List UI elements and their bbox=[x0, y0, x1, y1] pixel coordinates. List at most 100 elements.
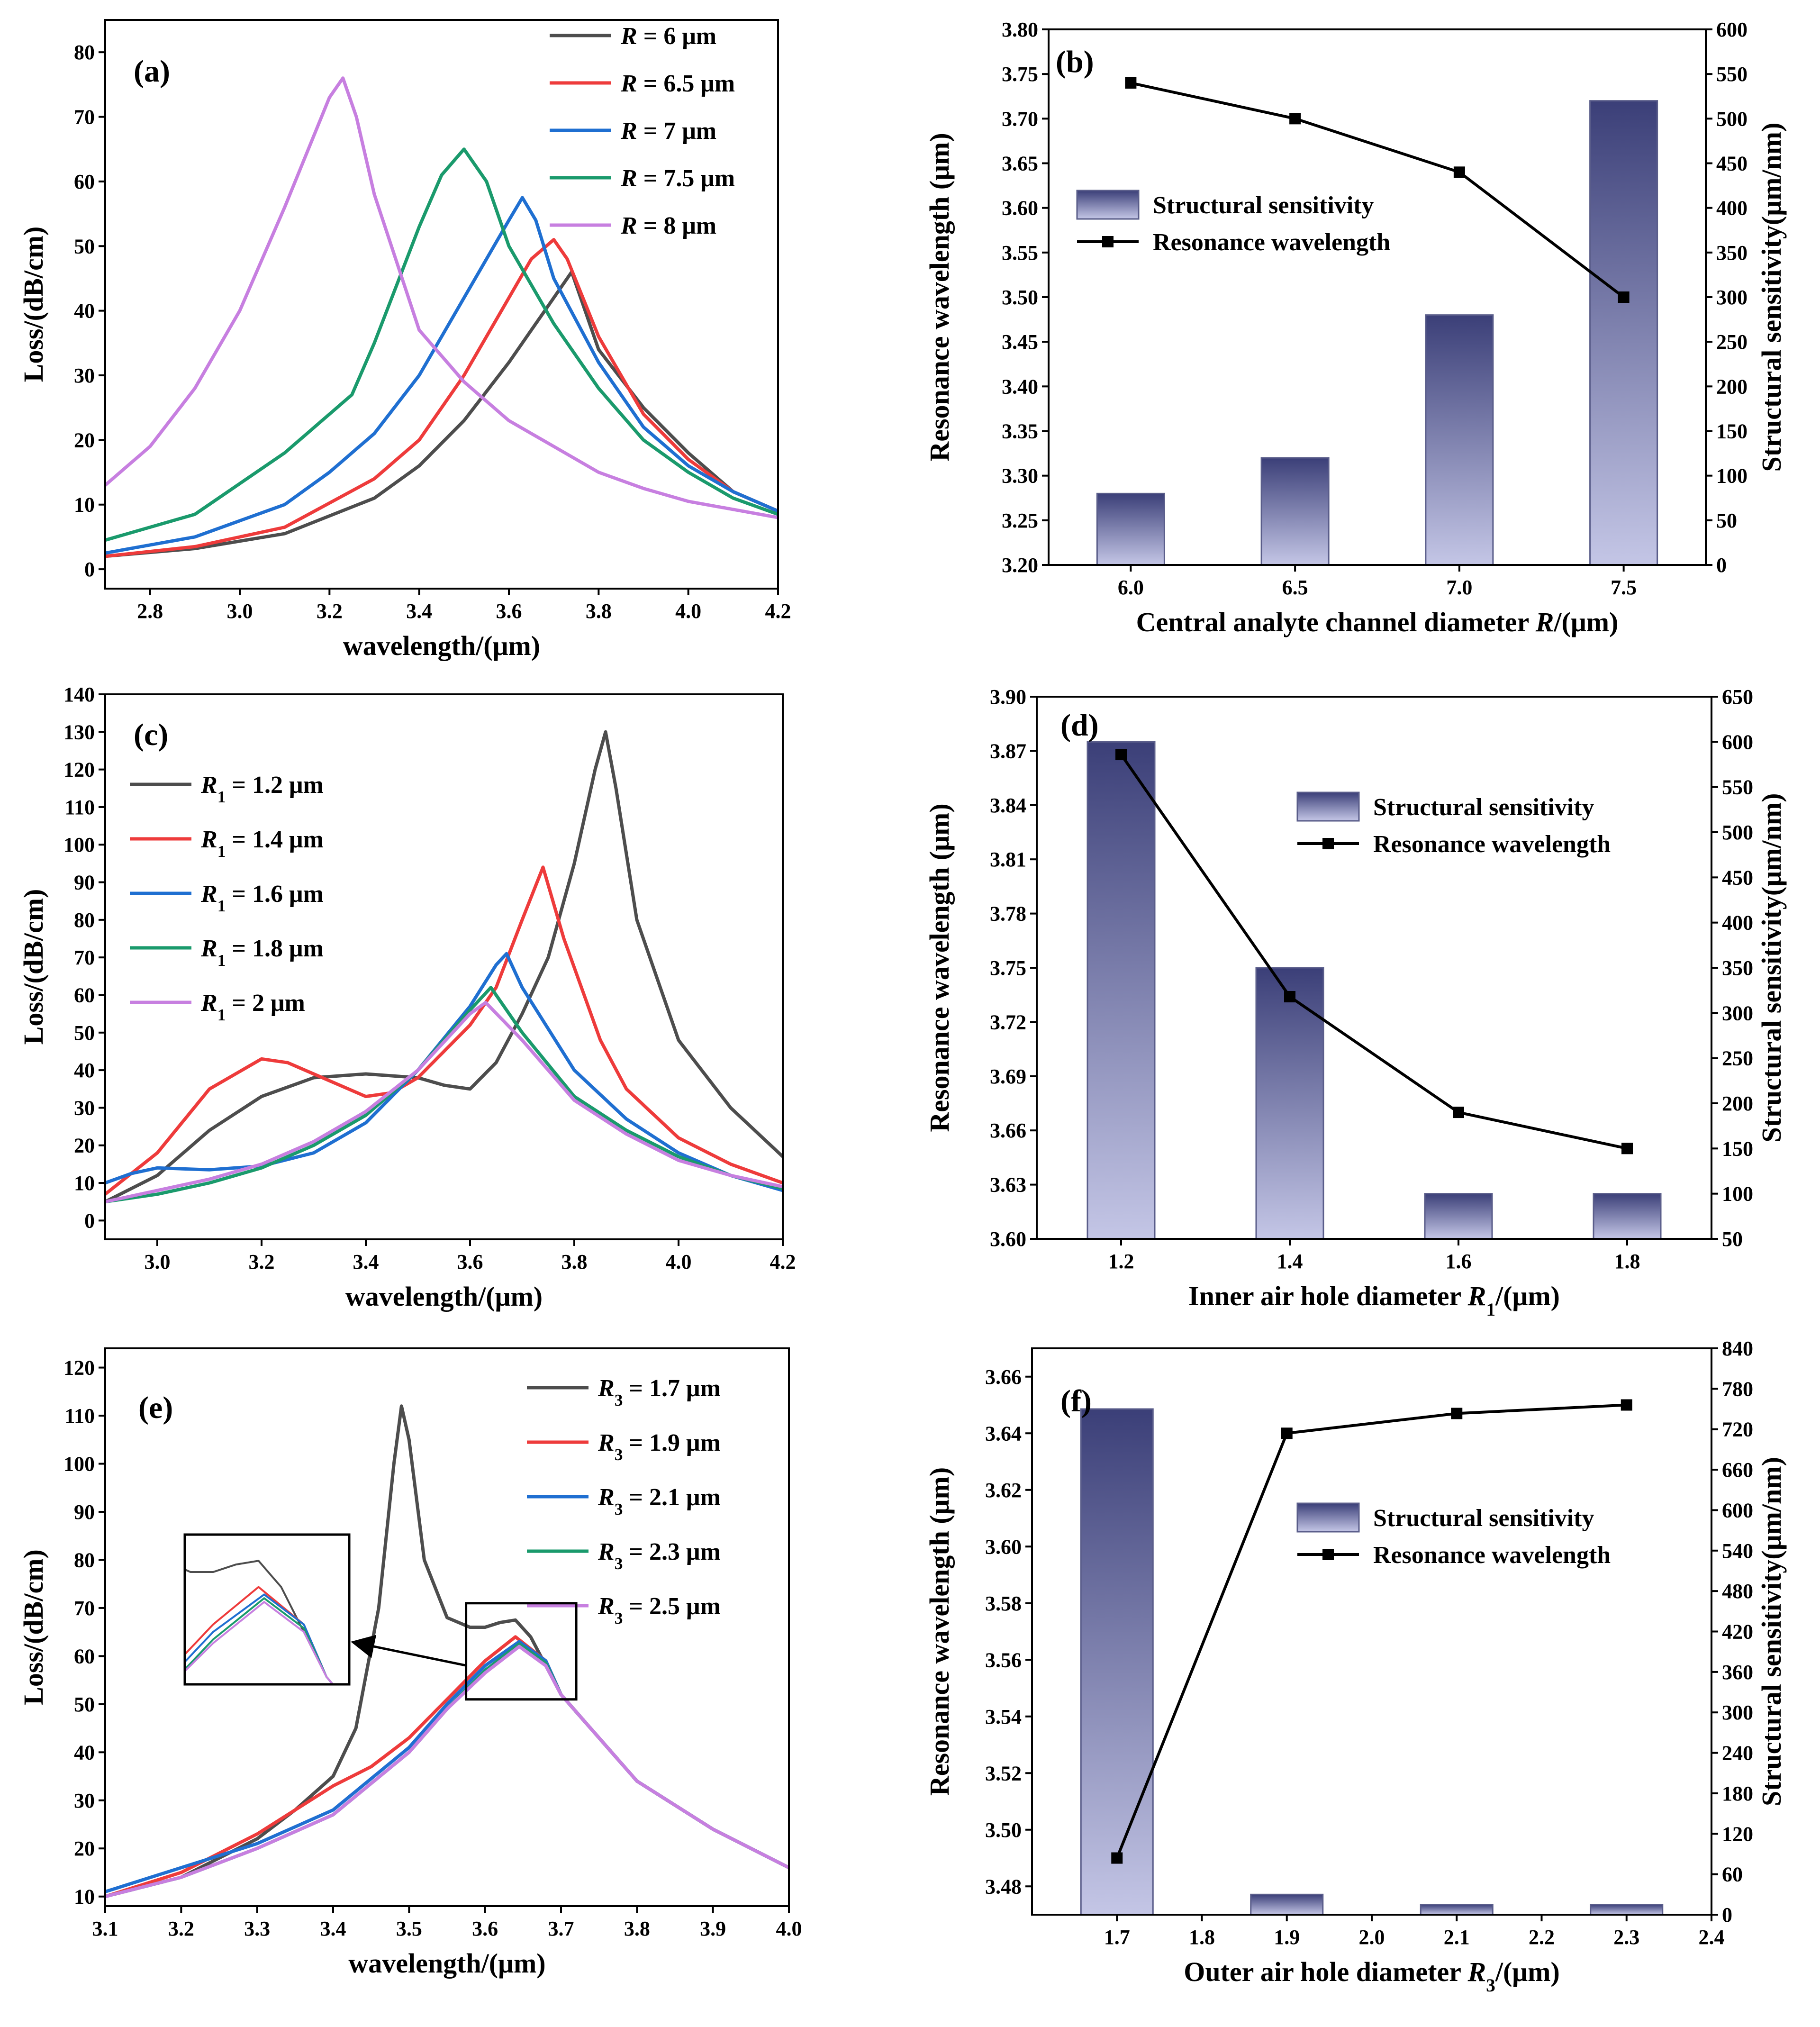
y-right-axis-title: Structural sensitivity(μm/nm) bbox=[1756, 793, 1787, 1143]
y-left-tick-label: 3.60 bbox=[990, 1227, 1026, 1251]
y-tick-label: 20 bbox=[74, 428, 95, 452]
y-left-tick-label: 3.84 bbox=[990, 794, 1026, 817]
y-left-tick-label: 3.90 bbox=[990, 685, 1026, 709]
legend-label-3: R = 7.5 μm bbox=[620, 165, 735, 192]
panel-b: 6.0 6.5 7.0 7.5 3.20 3.25 3.30 3.35 3.40 3.45 3.50… bbox=[924, 18, 1787, 637]
inset-curves bbox=[185, 1535, 349, 1684]
y-right-tick-label: 150 bbox=[1716, 420, 1748, 443]
series-line-2 bbox=[105, 952, 783, 1192]
legend-label-2: R = 7 μm bbox=[620, 118, 716, 145]
y-left-tick-label: 3.64 bbox=[985, 1422, 1022, 1445]
x-tick-label: 2.1 bbox=[1444, 1926, 1470, 1949]
y-tick-label: 110 bbox=[64, 796, 95, 819]
legend-label-1: R = 6.5 μm bbox=[620, 70, 735, 97]
y-right-tick-label: 780 bbox=[1722, 1377, 1753, 1400]
legend-label-1: R3 = 1.9 μm bbox=[598, 1429, 721, 1464]
resonance-point-1 bbox=[1284, 991, 1295, 1003]
legend-line-marker bbox=[1322, 838, 1334, 849]
y-right-tick-label: 550 bbox=[1722, 776, 1753, 799]
legend-label-2: R3 = 2.1 μm bbox=[598, 1484, 721, 1518]
y-left-tick-label: 3.25 bbox=[1002, 509, 1038, 532]
x-tick-label: 3.6 bbox=[496, 600, 522, 623]
y-right-tick-label: 500 bbox=[1722, 821, 1753, 844]
y-left-tick-label: 3.63 bbox=[990, 1173, 1026, 1197]
resonance-point-0 bbox=[1111, 1852, 1123, 1864]
x-tick-label: 7.5 bbox=[1611, 576, 1637, 599]
x-tick-label: 1.7 bbox=[1104, 1926, 1130, 1949]
y-right-tick-label: 200 bbox=[1716, 375, 1748, 398]
y-tick-label: 140 bbox=[63, 683, 95, 706]
x-tick-label: 1.8 bbox=[1614, 1250, 1640, 1273]
y-right-tick-label: 50 bbox=[1722, 1227, 1743, 1251]
y-tick-label: 120 bbox=[63, 758, 95, 782]
y-left-tick-label: 3.54 bbox=[985, 1705, 1022, 1728]
y-axis-title: Loss/(dB/cm) bbox=[18, 889, 49, 1045]
y-tick-label: 110 bbox=[64, 1404, 95, 1427]
series-line-4 bbox=[105, 1645, 789, 1899]
x-axis-title: wavelength/(μm) bbox=[348, 1948, 545, 1979]
x-tick-label: 2.8 bbox=[137, 600, 163, 623]
y-right-tick-label: 450 bbox=[1716, 152, 1748, 175]
x-tick-label: 3.8 bbox=[624, 1917, 650, 1940]
inset-bg bbox=[185, 1535, 349, 1684]
plot-frame bbox=[104, 1347, 790, 1907]
x-tick-label: 6.5 bbox=[1282, 576, 1308, 599]
x-tick-label: 3.8 bbox=[586, 600, 612, 623]
y-left-tick-label: 3.75 bbox=[1002, 63, 1038, 86]
series-line-2 bbox=[105, 196, 778, 555]
legend-label-4: R3 = 2.5 μm bbox=[598, 1593, 721, 1627]
y-tick-label: 120 bbox=[63, 1356, 95, 1380]
x-axis-title: Inner air hole diameter R1/(μm) bbox=[1188, 1281, 1560, 1320]
x-tick-label: 4.0 bbox=[776, 1917, 802, 1940]
y-left-tick-label: 3.62 bbox=[985, 1479, 1022, 1502]
y-tick-label: 60 bbox=[74, 1645, 95, 1668]
x-tick-label: 2.0 bbox=[1359, 1926, 1385, 1949]
y-left-tick-label: 3.56 bbox=[985, 1648, 1022, 1672]
x-tick-label: 1.2 bbox=[1108, 1250, 1134, 1273]
x-tick-label: 1.9 bbox=[1274, 1926, 1300, 1949]
x-tick-label: 3.1 bbox=[92, 1917, 118, 1940]
series-line-0 bbox=[105, 270, 778, 558]
y-axis-title: Loss/(dB/cm) bbox=[18, 227, 49, 382]
bar-0 bbox=[1096, 492, 1165, 566]
y-tick-label: 70 bbox=[74, 1597, 95, 1620]
y-tick-label: 0 bbox=[84, 558, 95, 581]
y-right-tick-label: 100 bbox=[1716, 464, 1748, 488]
x-tick-label: 2.4 bbox=[1699, 1926, 1725, 1949]
x-tick-label: 3.4 bbox=[353, 1250, 379, 1273]
bar-3 bbox=[1590, 1904, 1664, 1916]
y-right-tick-label: 480 bbox=[1722, 1580, 1753, 1603]
series-line-3 bbox=[105, 147, 778, 542]
x-tick-label: 3.7 bbox=[548, 1917, 574, 1940]
y-left-axis-title: Resonance wavelength (μm) bbox=[924, 133, 955, 461]
bar-2 bbox=[1420, 1904, 1494, 1916]
inset-series-3 bbox=[185, 1597, 335, 1684]
resonance-point-1 bbox=[1289, 113, 1301, 125]
bar-3 bbox=[1589, 100, 1658, 566]
y-right-tick-label: 150 bbox=[1722, 1137, 1753, 1160]
y-left-tick-label: 3.69 bbox=[990, 1065, 1026, 1088]
legend-line-label: Resonance wavelength bbox=[1373, 1542, 1611, 1569]
x-tick-label: 3.0 bbox=[227, 600, 253, 623]
y-left-tick-label: 3.66 bbox=[985, 1365, 1022, 1389]
y-left-tick-label: 3.20 bbox=[1002, 554, 1038, 577]
y-right-tick-label: 600 bbox=[1722, 1499, 1753, 1522]
y-right-tick-label: 450 bbox=[1722, 866, 1753, 889]
legend-line-marker bbox=[1102, 236, 1114, 247]
y-left-tick-label: 3.52 bbox=[985, 1762, 1022, 1785]
x-tick-label: 1.6 bbox=[1446, 1250, 1472, 1273]
x-tick-label: 4.0 bbox=[666, 1250, 692, 1273]
legend-label-3: R3 = 2.3 μm bbox=[598, 1538, 721, 1573]
legend-label-3: R1 = 1.8 μm bbox=[200, 935, 324, 970]
y-right-tick-label: 660 bbox=[1722, 1458, 1753, 1482]
panel-label: (b) bbox=[1056, 45, 1094, 79]
x-tick-label: 3.5 bbox=[396, 1917, 422, 1940]
resonance-point-3 bbox=[1621, 1399, 1632, 1411]
series-group bbox=[105, 1404, 789, 1899]
y-right-tick-label: 840 bbox=[1722, 1337, 1753, 1360]
y-tick-label: 100 bbox=[63, 1453, 95, 1476]
x-axis-title: wavelength/(μm) bbox=[343, 630, 540, 661]
y-right-tick-label: 600 bbox=[1722, 730, 1753, 754]
panel-d: 1.2 1.4 1.6 1.8 3.60 3.63 3.66 3.69 3.72 3.75 3.78… bbox=[924, 685, 1787, 1320]
x-tick-label: 6.0 bbox=[1118, 576, 1144, 599]
